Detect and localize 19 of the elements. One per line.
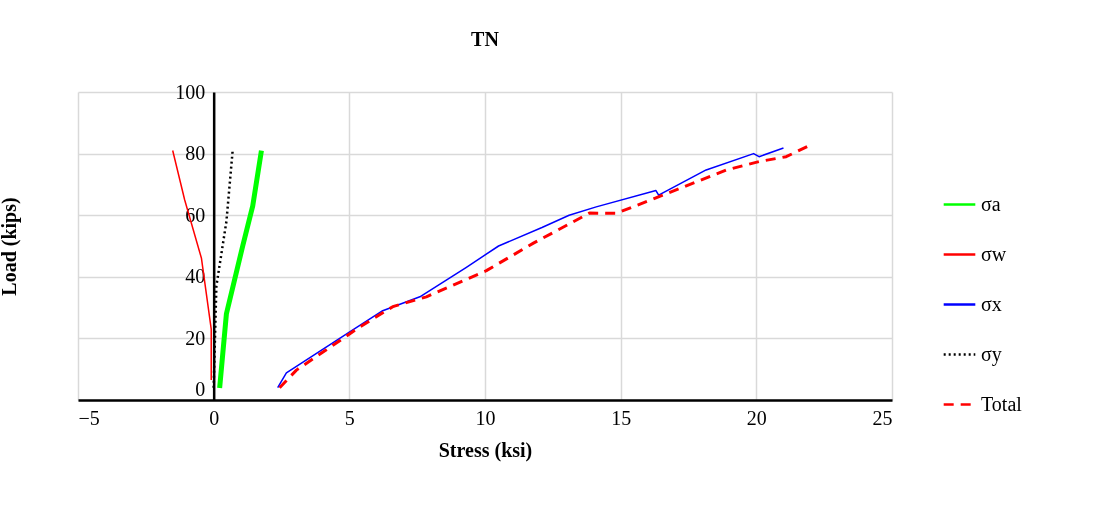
x-tick-label: 25 [872, 406, 893, 429]
y-tick-label: 0 [195, 377, 206, 400]
chart-title: TN [471, 28, 500, 50]
legend-label: σx [981, 292, 1002, 315]
x-axis-title: Stress (ksi) [438, 438, 533, 462]
x-tick-label: 0 [209, 406, 220, 429]
legend-label: Total [981, 392, 1023, 415]
legend-label: σw [981, 242, 1007, 265]
x-tick-label: 20 [746, 406, 767, 429]
x-tick-label: −5 [78, 406, 100, 429]
legend-label: σa [981, 192, 1001, 215]
y-tick-label: 80 [185, 142, 206, 165]
x-tick-label: 10 [475, 406, 496, 429]
y-tick-label: 100 [175, 80, 206, 103]
legend-label: σy [981, 342, 1002, 366]
y-tick-label: 20 [185, 326, 206, 349]
x-tick-label: 5 [344, 406, 355, 429]
y-axis-title: Load (kips) [0, 197, 21, 296]
x-tick-label: 15 [611, 406, 632, 429]
